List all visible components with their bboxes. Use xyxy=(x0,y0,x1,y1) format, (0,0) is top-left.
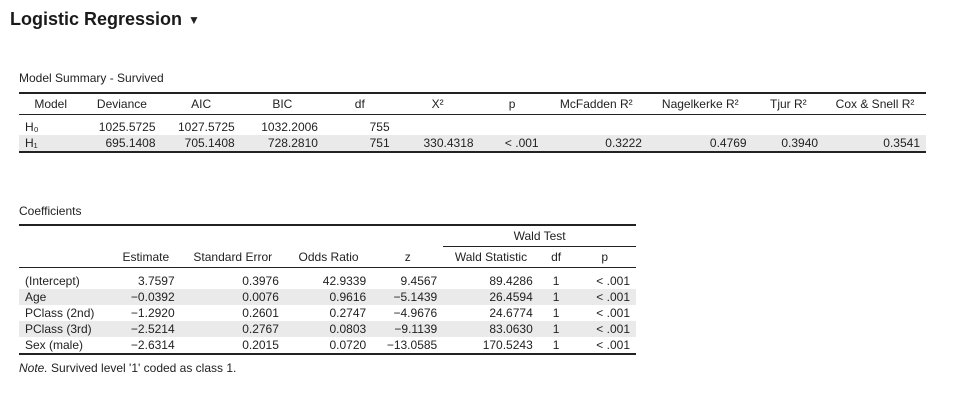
col-header: Wald Statistic xyxy=(443,246,539,268)
model-summary-table: Model Deviance AIC BIC df X² p McFadden … xyxy=(19,92,926,153)
col-header: p xyxy=(573,246,636,268)
cell: −13.0585 xyxy=(386,338,438,352)
cell: 1025.5725 xyxy=(98,120,156,134)
cell: < .001 xyxy=(479,135,545,152)
col-header: Deviance xyxy=(82,93,162,115)
cell: −2.6314 xyxy=(130,338,175,352)
cell: PClass (3rd) xyxy=(19,321,111,337)
cell: 89.4286 xyxy=(489,274,533,288)
cell: 0.0076 xyxy=(180,289,285,305)
cell: 24.6774 xyxy=(489,306,533,320)
cell: H₀ xyxy=(25,120,39,134)
cell: 705.1408 xyxy=(161,135,241,152)
cell: 695.1408 xyxy=(82,135,162,152)
cell: 1 xyxy=(538,289,574,305)
cell: 3.7597 xyxy=(137,274,175,288)
col-header: Cox & Snell R² xyxy=(824,93,926,115)
col-header: df xyxy=(538,246,574,268)
cell: 0.9616 xyxy=(284,289,373,305)
cell: 0.2767 xyxy=(180,321,285,337)
cell: 0.3940 xyxy=(752,135,825,152)
cell: 0.0720 xyxy=(329,338,367,352)
table-note: Note. Survived level '1' coded as class … xyxy=(19,361,236,375)
cell: 1 xyxy=(552,274,560,288)
table-row: (Intercept) 3.7597 0.3976 42.9339 9.4567… xyxy=(19,273,636,289)
cell: −2.5214 xyxy=(110,321,181,337)
cell: < .001 xyxy=(596,306,630,320)
cell: PClass (2nd) xyxy=(25,306,95,320)
cell: Age xyxy=(19,289,111,305)
cell: < .001 xyxy=(573,289,636,305)
cell xyxy=(753,119,824,135)
cell: 170.5243 xyxy=(482,338,533,352)
cell xyxy=(396,119,480,135)
cell: 1 xyxy=(552,338,560,352)
cell: 330.4318 xyxy=(395,135,480,152)
cell: 0.2601 xyxy=(242,306,279,320)
col-header: AIC xyxy=(161,93,241,115)
cell: 755 xyxy=(369,120,390,134)
col-header: Estimate xyxy=(110,246,181,268)
cell xyxy=(545,119,648,135)
cell: 0.2015 xyxy=(242,338,279,352)
col-header: Model xyxy=(19,93,83,115)
table-row: H₁ 695.1408 705.1408 728.2810 751 330.43… xyxy=(19,135,926,152)
cell: 0.3541 xyxy=(824,135,926,152)
cell xyxy=(480,119,545,135)
cell: 0.3222 xyxy=(544,135,648,152)
cell xyxy=(824,119,926,135)
col-header: Nagelkerke R² xyxy=(647,93,753,115)
cell: 9.4567 xyxy=(400,274,438,288)
cell: 1 xyxy=(538,321,574,337)
col-header: Standard Error xyxy=(180,246,285,268)
table-row: Sex (male) −2.6314 0.2015 0.0720 −13.058… xyxy=(19,337,636,354)
cell: < .001 xyxy=(573,321,636,337)
cell: −9.1139 xyxy=(372,321,444,337)
table-row: PClass (2nd) −1.2920 0.2601 0.2747 −4.96… xyxy=(19,305,636,321)
model-summary-caption: Model Summary - Survived xyxy=(19,71,164,85)
coefficients-table: Wald Test Estimate Standard Error Odds R… xyxy=(19,224,636,355)
cell: 0.3976 xyxy=(242,274,279,288)
analysis-title[interactable]: Logistic Regression ▼ xyxy=(10,9,200,30)
col-header: McFadden R² xyxy=(544,93,648,115)
cell: −1.2920 xyxy=(130,306,175,320)
cell: −4.9676 xyxy=(393,306,438,320)
cell: 0.2747 xyxy=(329,306,367,320)
col-header: p xyxy=(479,93,545,115)
cell: < .001 xyxy=(596,338,630,352)
cell: 1032.2006 xyxy=(261,120,318,134)
cell: Sex (male) xyxy=(25,338,84,352)
table-row: Age −0.0392 0.0076 0.9616 −5.1439 26.459… xyxy=(19,289,636,305)
table-row: H₀ 1025.5725 1027.5725 1032.2006 755 xyxy=(19,119,926,135)
wald-test-header: Wald Test xyxy=(443,224,636,247)
cell: 751 xyxy=(323,135,396,152)
col-header: df xyxy=(323,93,396,115)
col-header xyxy=(19,246,111,268)
cell: 728.2810 xyxy=(240,135,324,152)
note-text: Survived level '1' coded as class 1. xyxy=(47,361,237,375)
note-label: Note. xyxy=(19,361,48,375)
col-header: z xyxy=(372,246,444,268)
cell: 0.0803 xyxy=(284,321,373,337)
cell: 0.4769 xyxy=(647,135,753,152)
col-header: Tjur R² xyxy=(752,93,825,115)
coefficients-caption: Coefficients xyxy=(19,204,82,218)
cell: H₁ xyxy=(19,135,83,152)
cell: 26.4594 xyxy=(443,289,539,305)
chevron-down-icon[interactable]: ▼ xyxy=(188,12,200,27)
cell: 1027.5725 xyxy=(177,120,235,134)
cell: < .001 xyxy=(596,274,630,288)
col-header: X² xyxy=(395,93,480,115)
cell: 42.9339 xyxy=(322,274,367,288)
cell xyxy=(648,119,753,135)
analysis-title-text: Logistic Regression xyxy=(10,9,183,29)
table-row: PClass (3rd) −2.5214 0.2767 0.0803 −9.11… xyxy=(19,321,636,337)
cell: −5.1439 xyxy=(372,289,444,305)
col-header: BIC xyxy=(240,93,324,115)
col-header: Odds Ratio xyxy=(284,246,373,268)
cell: (Intercept) xyxy=(25,274,80,288)
cell: 83.0630 xyxy=(443,321,539,337)
cell: 1 xyxy=(552,306,560,320)
cell: −0.0392 xyxy=(110,289,181,305)
